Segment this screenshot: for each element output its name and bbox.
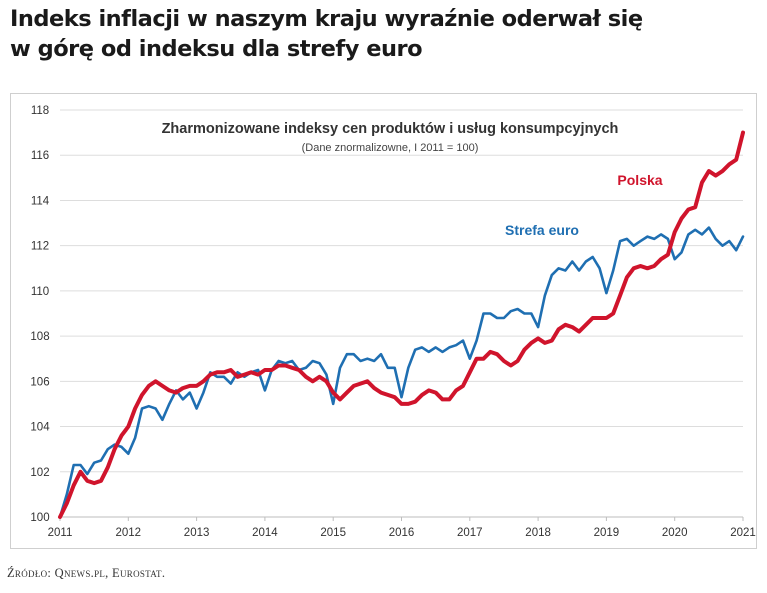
y-tick-label-118: 118: [31, 105, 49, 117]
x-tick-label-2011: 2011: [48, 527, 73, 539]
series-label-strefa-euro: Strefa euro: [505, 222, 579, 238]
y-tick-label-108: 108: [30, 331, 49, 343]
chart-subtitle: (Dane znormalizowne, I 2011 = 100): [302, 142, 479, 154]
series-label-polska: Polska: [617, 172, 662, 188]
y-tick-label-102: 102: [30, 467, 49, 479]
x-tick-label-2017: 2017: [457, 527, 483, 539]
x-tick-label-2012: 2012: [116, 527, 142, 539]
y-tick-label-106: 106: [30, 376, 49, 388]
series-lines: [58, 130, 745, 519]
x-tick-label-2016: 2016: [389, 527, 415, 539]
series-line-polska: [58, 130, 745, 519]
headline-line-2: w górę od indeksu dla strefy euro: [10, 36, 423, 62]
y-axis-ticks: 100 102 104 106 108 110 112 114 116 118: [30, 105, 50, 524]
x-tick-label-2020: 2020: [662, 527, 688, 539]
y-tick-label-100: 100: [30, 512, 49, 524]
x-tick-label-2014: 2014: [252, 527, 278, 539]
y-tick-label-116: 116: [31, 150, 49, 162]
series-line-strefa-euro: [58, 226, 745, 519]
chart-frame: [10, 93, 757, 549]
source-note: Źródło: Qnews.pl, Eurostat.: [7, 566, 166, 580]
x-tick-label-2013: 2013: [184, 527, 210, 539]
x-axis-ticks: 2011 2012 2013 2014 2015 2016 2017 2018 2019 2020…: [48, 516, 756, 539]
headline: Indeks inflacji w naszym kraju wyraźnie …: [10, 4, 750, 64]
y-tick-label-112: 112: [31, 241, 49, 253]
x-tick-label-2018: 2018: [525, 527, 551, 539]
chart-title: Zharmonizowane indeksy cen produktów i u…: [162, 121, 619, 137]
headline-line-1: Indeks inflacji w naszym kraju wyraźnie …: [10, 6, 643, 32]
y-tick-label-104: 104: [30, 422, 50, 434]
x-tick-label-2021: 2021: [730, 527, 756, 539]
x-tick-label-2015: 2015: [320, 527, 346, 539]
y-tick-label-110: 110: [31, 286, 49, 298]
x-tick-label-2019: 2019: [594, 527, 620, 539]
y-tick-label-114: 114: [31, 195, 50, 207]
